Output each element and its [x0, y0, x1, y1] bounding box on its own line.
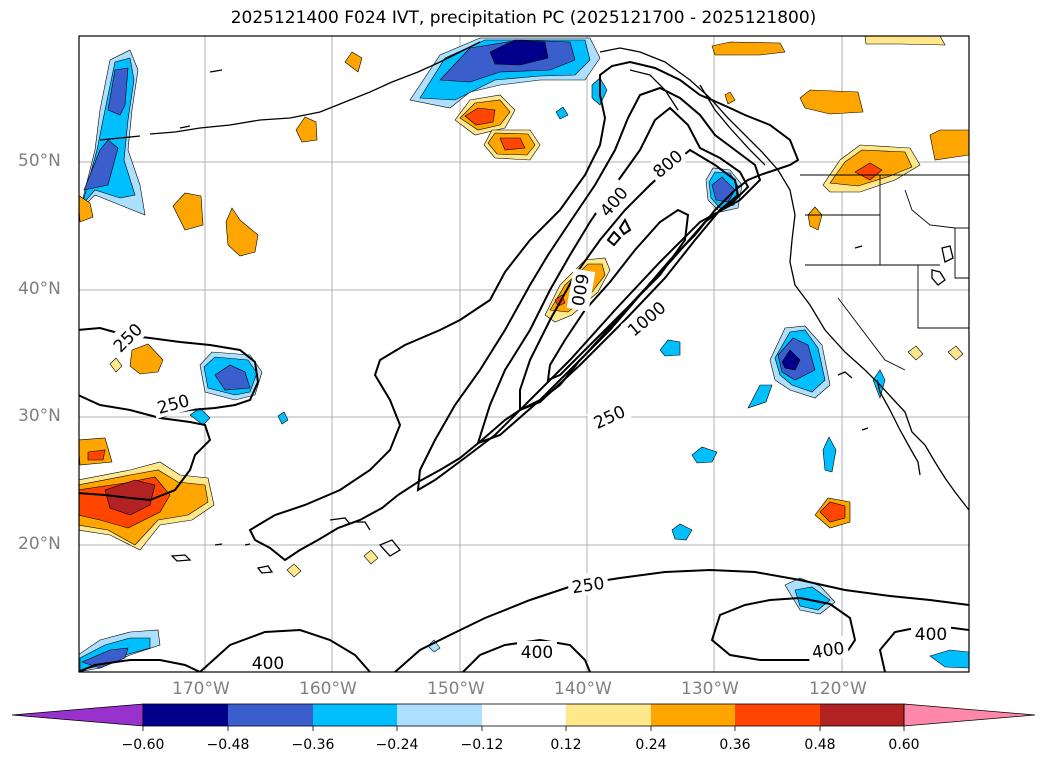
lon-label-160w: 160°W	[299, 679, 357, 699]
contour-label-400-sw: 400	[252, 654, 284, 674]
figure-title: 2025121400 F024 IVT, precipitation PC (2…	[230, 8, 817, 28]
political-borders	[800, 174, 969, 371]
lat-label-50n: 50°N	[18, 151, 61, 171]
map-frame	[78, 35, 970, 673]
lon-label-150w: 150°W	[427, 679, 485, 699]
colorbar-tick-label: 0.48	[804, 737, 836, 753]
colorbar-tick-label: −0.36	[291, 737, 335, 753]
contour-label-400-south: 400	[521, 643, 553, 663]
lat-label-40n: 40°N	[18, 279, 61, 299]
colorbar-tick-label: 0.36	[719, 737, 751, 753]
colorbar-extend-high	[903, 703, 1036, 727]
lon-label-140w: 140°W	[554, 679, 612, 699]
colorbar-extend-low	[11, 703, 144, 727]
colorbar-tick-label: 0.24	[635, 737, 667, 753]
contour-label-250-south: 250	[571, 574, 606, 598]
lon-label-170w: 170°W	[172, 679, 230, 699]
lon-label-120w: 120°W	[809, 679, 867, 699]
colorbar-tick-label: 0.60	[888, 737, 920, 753]
colorbar-tick-label: −0.48	[206, 737, 250, 753]
lat-label-30n: 30°N	[18, 406, 61, 426]
colorbar-tick-label: −0.12	[460, 737, 504, 753]
colorbar-tick-label: 0.12	[550, 737, 582, 753]
contour-label-400-east: 400	[915, 625, 947, 645]
graticule	[79, 36, 969, 672]
colorbar-tick-label: −0.24	[375, 737, 419, 753]
lon-label-130w: 130°W	[681, 679, 739, 699]
contour-label-400-se: 400	[811, 639, 846, 663]
ivt-contours	[79, 60, 969, 672]
colorbar	[11, 703, 1036, 731]
coastlines	[99, 41, 969, 574]
colorbar-tick-label: −0.60	[121, 737, 165, 753]
lat-label-20n: 20°N	[18, 534, 61, 554]
